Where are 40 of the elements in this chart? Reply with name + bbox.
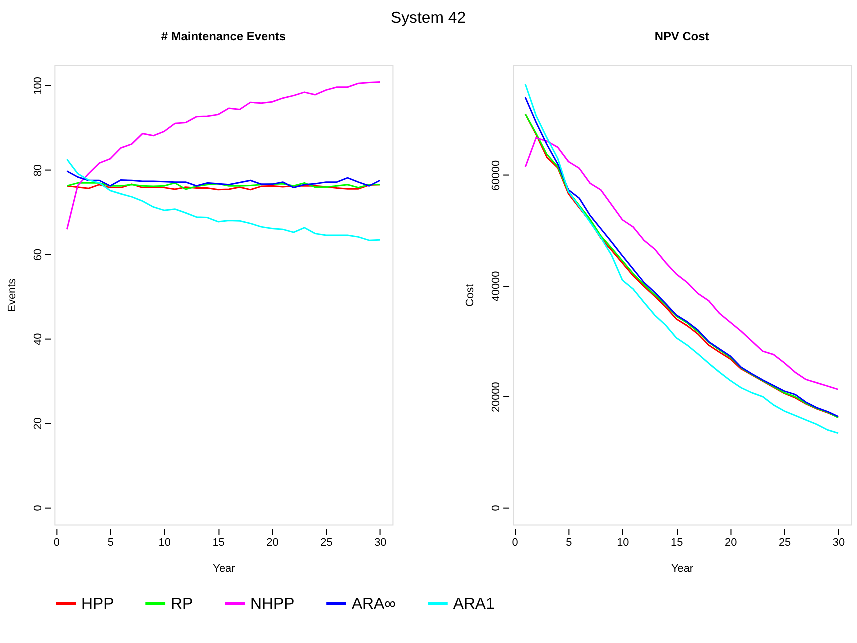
legend-label: ARA∞ <box>352 596 396 614</box>
x-tick-label: 30 <box>832 537 846 550</box>
x-tick-label: 20 <box>266 537 279 550</box>
legend-label: ARA1 <box>453 596 496 614</box>
y-tick-label: 40 <box>32 333 44 346</box>
y-tick-label: 0 <box>490 505 503 512</box>
x-tick-label: 0 <box>54 537 60 550</box>
x-tick-label: 0 <box>512 537 518 550</box>
x-tick-label: 15 <box>212 537 225 550</box>
y-tick-label: 20 <box>32 418 44 430</box>
y-tick-label: 0 <box>32 505 44 512</box>
y-tick-label: 60000 <box>490 160 503 191</box>
x-tick-label: 25 <box>320 537 333 550</box>
legend-label: NHPP <box>250 596 295 614</box>
line-series <box>66 158 381 242</box>
y-tick-label: 80 <box>32 164 44 177</box>
x-tick-label: 5 <box>566 537 572 550</box>
y-tick-label: 60 <box>32 248 44 262</box>
line-series <box>66 82 381 230</box>
text: System 42 <box>390 10 466 28</box>
chart-title: # Maintenance Events <box>161 30 286 44</box>
legend-label: HPP <box>82 596 114 614</box>
legend-label: RP <box>171 596 194 614</box>
y-tick-label: 20000 <box>490 382 503 413</box>
y-axis-title: Cost <box>464 284 477 307</box>
line-series <box>524 137 840 390</box>
x-tick-label: 25 <box>778 537 792 550</box>
x-tick-label: 20 <box>725 537 738 550</box>
x-tick-label: 10 <box>158 537 171 550</box>
x-tick-label: 10 <box>617 537 630 550</box>
y-axis-title: Events <box>6 278 18 312</box>
x-axis-title: Year <box>213 562 236 575</box>
x-tick-label: 15 <box>671 537 684 550</box>
x-tick-label: 5 <box>108 537 114 550</box>
line-series <box>66 170 381 189</box>
x-axis-title: Year <box>671 562 694 575</box>
chart-title: NPV Cost <box>654 30 710 44</box>
y-tick-label: 100 <box>32 77 44 96</box>
y-tick-label: 40000 <box>490 271 503 302</box>
x-tick-label: 30 <box>374 537 387 550</box>
